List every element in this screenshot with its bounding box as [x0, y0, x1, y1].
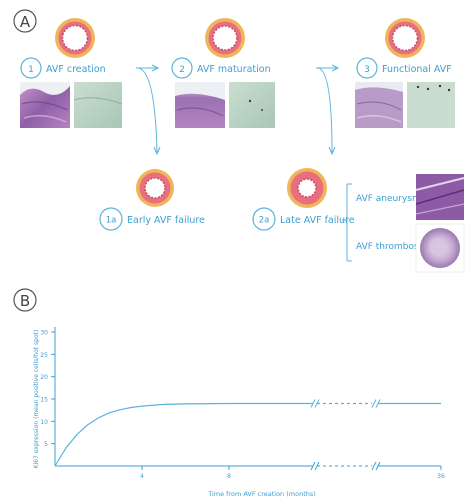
- x-axis-label: Time from AVF creation (months): [207, 490, 316, 498]
- x-tick-label-36: 36: [437, 473, 445, 480]
- failure-1a-label: Early AVF failure: [127, 215, 205, 226]
- y-tick-label-15: 15: [40, 397, 48, 404]
- vessel-icon-functional: [385, 18, 425, 58]
- series-break-right-a: [371, 399, 377, 408]
- panel-b-letter: B: [20, 292, 30, 310]
- y-tick-label-25: 25: [40, 352, 48, 359]
- histology-maturation-ihc: [229, 82, 275, 128]
- histology-thrombosis: [415, 223, 465, 273]
- panel-b-letter-circle: [13, 288, 37, 312]
- panel-a: A 1 AVF c: [13, 9, 465, 273]
- outcome-thrombosis-label: AVF thrombosis: [356, 242, 426, 252]
- arrow-to-early-failure: [137, 67, 161, 156]
- stage-1-number: 1: [28, 65, 34, 75]
- outcome-bracket: [342, 183, 352, 262]
- x-axis-break-left-a: [310, 461, 316, 471]
- stage-1-number-circle: [20, 57, 42, 79]
- stage-3-number-circle: [356, 57, 378, 79]
- y-axis-label: Ki67 expression (mean positive cells/hot…: [33, 330, 40, 469]
- x-axis-break-right-b: [375, 461, 381, 471]
- histology-functional-ihc: [407, 82, 455, 128]
- stage-2-label: AVF maturation: [197, 64, 271, 75]
- vessel-icon-late-failure: [287, 168, 327, 208]
- x-tick-label-4: 4: [140, 473, 144, 480]
- arrow-to-late-failure: [317, 67, 336, 156]
- failure-1a-number-circle: [99, 207, 123, 231]
- histology-creation-he: [20, 82, 70, 128]
- vessel-icon-early-failure: [136, 169, 174, 207]
- histology-creation-ihc: [73, 82, 123, 128]
- failure-1a-number: 1a: [106, 216, 117, 226]
- stage-3: 3 Functional AVF: [356, 57, 452, 79]
- histology-functional-he: [355, 82, 403, 128]
- series-break-right-b: [375, 399, 381, 408]
- vessel-icon-creation: [55, 18, 95, 58]
- failure-1a: 1a Early AVF failure: [99, 207, 205, 231]
- failure-2a-number-circle: [252, 207, 276, 231]
- series-break-left-b: [314, 399, 320, 408]
- failure-2a-label: Late AVF failure: [280, 215, 355, 226]
- outcome-aneurysm-label: AVF aneurysm: [356, 194, 421, 204]
- histology-aneurysm: [415, 174, 465, 220]
- panel-b: B 5 10 15 20 25 30 4 8 36 Time from AVF creation …: [13, 288, 445, 498]
- panel-a-letter-circle: [13, 9, 37, 33]
- series-break-left-a: [310, 399, 316, 408]
- vessel-icon-maturation: [205, 18, 245, 58]
- stage-2-number-circle: [171, 57, 193, 79]
- x-axis-break-left-b: [314, 461, 320, 471]
- y-tick-label-10: 10: [40, 419, 48, 426]
- y-tick-label-30: 30: [40, 330, 48, 337]
- stage-2-number: 2: [179, 65, 185, 75]
- failure-2a: 2a Late AVF failure: [252, 207, 355, 231]
- y-tick-label-20: 20: [40, 374, 48, 381]
- ki67-chart: 5 10 15 20 25 30 4 8 36 Time from AVF creation (m…: [33, 327, 445, 498]
- stage-1-label: AVF creation: [46, 64, 106, 75]
- stage-3-number: 3: [364, 65, 370, 75]
- series-line-segment-1: [54, 402, 313, 467]
- stage-1: 1 AVF creation: [20, 57, 106, 79]
- x-axis-break-right-a: [371, 461, 377, 471]
- y-tick-label-5: 5: [44, 441, 48, 448]
- stage-2: 2 AVF maturation: [171, 57, 271, 79]
- histology-maturation-he: [175, 82, 225, 128]
- failure-2a-number: 2a: [259, 216, 270, 226]
- panel-a-letter: A: [20, 13, 31, 31]
- stage-3-label: Functional AVF: [382, 64, 452, 75]
- x-tick-label-8: 8: [227, 473, 231, 480]
